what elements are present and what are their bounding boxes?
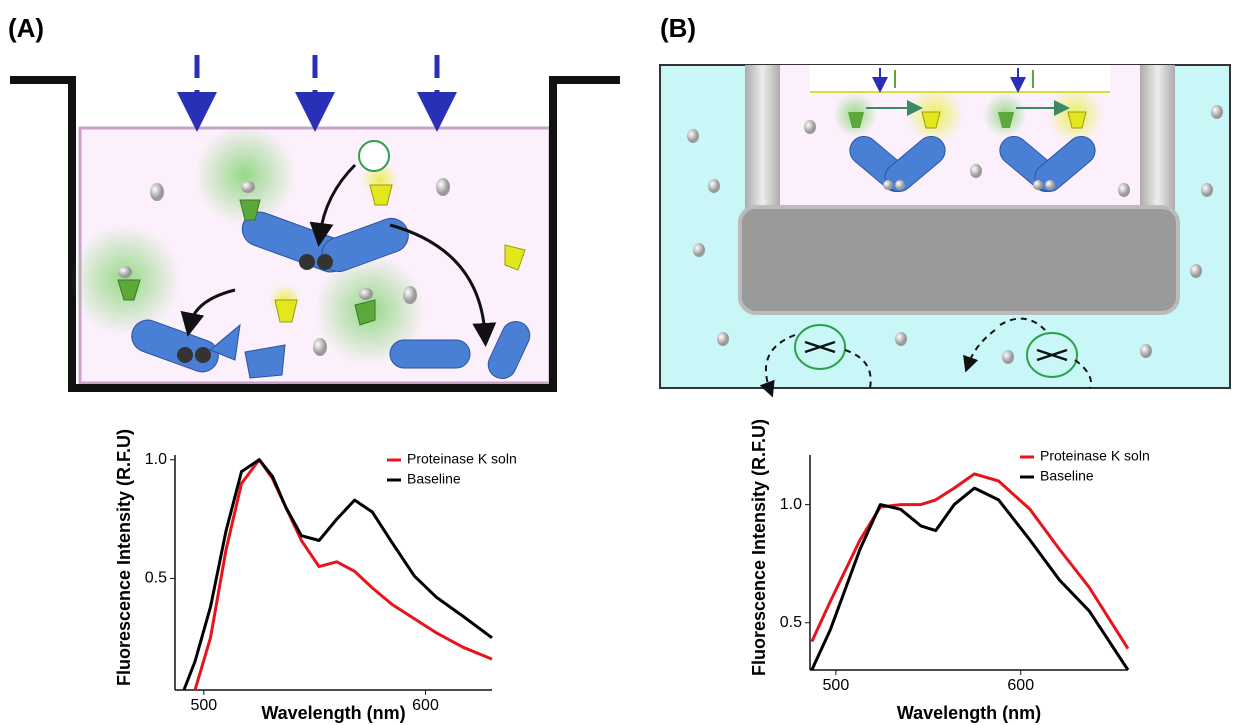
y-tick-label: 0.5 — [145, 570, 167, 587]
x-tick-label: 600 — [1007, 677, 1034, 694]
series-line — [195, 460, 492, 690]
series-line — [812, 488, 1128, 670]
y-tick-label: 1.0 — [145, 451, 167, 468]
figure: (A) (B) — [0, 0, 1233, 725]
legend-label: Baseline — [407, 471, 461, 487]
y-axis-label: Fluorescence Intensity (R.F.U) — [114, 429, 134, 686]
y-axis-label: Fluorescence Intensity (R.F.U) — [749, 419, 769, 676]
series-line — [812, 474, 1128, 649]
panel-label: (B) — [660, 13, 696, 43]
diagram-b — [660, 65, 1230, 390]
x-tick-label: 600 — [412, 697, 439, 714]
panel-label: (A) — [8, 13, 44, 43]
legend-label: Proteinase K soln — [1040, 448, 1150, 464]
diagram-a — [10, 55, 620, 388]
legend-label: Proteinase K soln — [407, 451, 517, 467]
x-tick-label: 500 — [823, 677, 850, 694]
legend-label: Baseline — [1040, 468, 1094, 484]
y-tick-label: 1.0 — [780, 496, 802, 513]
x-tick-label: 500 — [190, 697, 217, 714]
x-axis-label: Wavelength (nm) — [261, 703, 405, 723]
x-axis-label: Wavelength (nm) — [897, 703, 1041, 723]
y-tick-label: 0.5 — [780, 614, 802, 631]
series-line — [184, 460, 492, 690]
